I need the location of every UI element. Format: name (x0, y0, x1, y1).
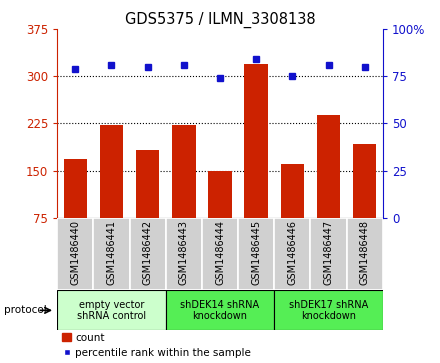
Bar (166, 218, 202, 290)
Text: protocol: protocol (4, 305, 47, 315)
Text: GSM1486446: GSM1486446 (287, 220, 297, 285)
Bar (238, 218, 274, 290)
Bar (166, 290, 274, 330)
Bar (281, 164, 304, 265)
Bar (274, 290, 383, 330)
Bar (172, 125, 195, 265)
Text: GSM1486440: GSM1486440 (70, 220, 80, 285)
Bar (317, 115, 340, 265)
Bar (347, 218, 383, 290)
Bar (202, 218, 238, 290)
Text: GSM1486447: GSM1486447 (323, 220, 334, 285)
Bar (208, 171, 232, 265)
Bar (57, 218, 93, 290)
Text: shDEK17 shRNA
knockdown: shDEK17 shRNA knockdown (289, 299, 368, 321)
Text: GSM1486443: GSM1486443 (179, 220, 189, 285)
Bar (311, 218, 347, 290)
Text: empty vector
shRNA control: empty vector shRNA control (77, 299, 146, 321)
Text: shDEK14 shRNA
knockdown: shDEK14 shRNA knockdown (180, 299, 260, 321)
Bar (129, 218, 166, 290)
Text: GSM1486448: GSM1486448 (360, 220, 370, 285)
Bar (100, 125, 123, 265)
Bar (353, 143, 377, 265)
Bar (136, 150, 159, 265)
Bar (274, 218, 311, 290)
Text: GSM1486445: GSM1486445 (251, 220, 261, 285)
Bar (63, 159, 87, 265)
Bar (245, 64, 268, 265)
Title: GDS5375 / ILMN_3308138: GDS5375 / ILMN_3308138 (125, 12, 315, 28)
Bar (57, 290, 166, 330)
Text: GSM1486442: GSM1486442 (143, 220, 153, 285)
Text: GSM1486444: GSM1486444 (215, 220, 225, 285)
Text: GSM1486441: GSM1486441 (106, 220, 117, 285)
Legend: count, percentile rank within the sample: count, percentile rank within the sample (62, 333, 251, 358)
Bar (93, 218, 129, 290)
